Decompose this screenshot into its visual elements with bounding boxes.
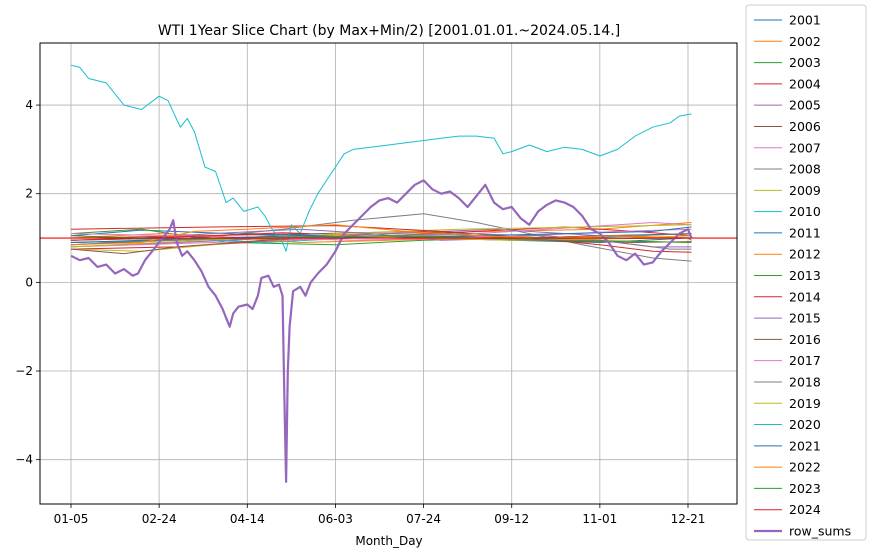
- x-tick-label: 09-12: [494, 512, 529, 526]
- y-tick-label: −4: [15, 453, 33, 467]
- legend-label-2002: 2002: [789, 34, 821, 49]
- x-tick-label: 04-14: [230, 512, 265, 526]
- legend-label-2008: 2008: [789, 162, 821, 177]
- x-tick-label: 06-03: [318, 512, 353, 526]
- y-axis: −4 −2 0 2 4: [15, 98, 40, 467]
- y-tick-label: −2: [15, 364, 33, 378]
- x-axis: 01-05 02-24 04-14 06-03 07-24 09-12 11-01 12-21: [54, 504, 706, 526]
- plot-frame: [39, 42, 738, 505]
- legend-label-2013: 2013: [789, 268, 821, 283]
- legend-label-2024: 2024: [789, 502, 821, 517]
- legend-label-2018: 2018: [789, 374, 821, 389]
- legend-label-2021: 2021: [789, 438, 821, 453]
- legend-label-2007: 2007: [789, 140, 821, 155]
- legend-label-2005: 2005: [789, 98, 821, 113]
- x-tick-label: 02-24: [142, 512, 177, 526]
- legend-label-2004: 2004: [789, 76, 821, 91]
- series-lines: [70, 64, 693, 483]
- chart-title: WTI 1Year Slice Chart (by Max+Min/2) [20…: [158, 23, 620, 39]
- legend-label-2017: 2017: [789, 353, 821, 368]
- series-line-2019: [70, 235, 692, 248]
- x-tick-label: 07-24: [406, 512, 441, 526]
- legend-label-2020: 2020: [789, 417, 821, 432]
- series-line-2024: [70, 232, 310, 241]
- x-axis-label: Month_Day: [355, 534, 422, 548]
- legend-label-row_sums: row_sums: [789, 524, 851, 539]
- legend-label-2006: 2006: [789, 119, 821, 134]
- legend-label-2023: 2023: [789, 481, 821, 496]
- legend-label-2010: 2010: [789, 204, 821, 219]
- legend-label-2022: 2022: [789, 460, 821, 475]
- legend-label-2003: 2003: [789, 55, 821, 70]
- legend-frame: [745, 4, 867, 541]
- series-line-row_sums: [70, 179, 693, 483]
- y-tick-label: 0: [25, 275, 33, 289]
- legend-label-2015: 2015: [789, 311, 821, 326]
- legend-label-2019: 2019: [789, 396, 821, 411]
- legend: 2001 2002 2003 2004 2005 2006 2007 2008 2009 2010…: [745, 4, 867, 541]
- y-tick-label: 2: [25, 187, 33, 201]
- y-tick-label: 4: [25, 98, 33, 112]
- x-tick-label: 12-21: [671, 512, 706, 526]
- legend-label-2016: 2016: [789, 332, 821, 347]
- series-line-2020: [70, 64, 692, 252]
- legend-label-2001: 2001: [789, 13, 821, 28]
- x-tick-label: 11-01: [582, 512, 617, 526]
- legend-label-2012: 2012: [789, 247, 821, 262]
- legend-label-2009: 2009: [789, 183, 821, 198]
- x-tick-label: 01-05: [54, 512, 89, 526]
- legend-label-2011: 2011: [789, 225, 821, 240]
- legend-label-2014: 2014: [789, 289, 821, 304]
- grid: [40, 43, 737, 504]
